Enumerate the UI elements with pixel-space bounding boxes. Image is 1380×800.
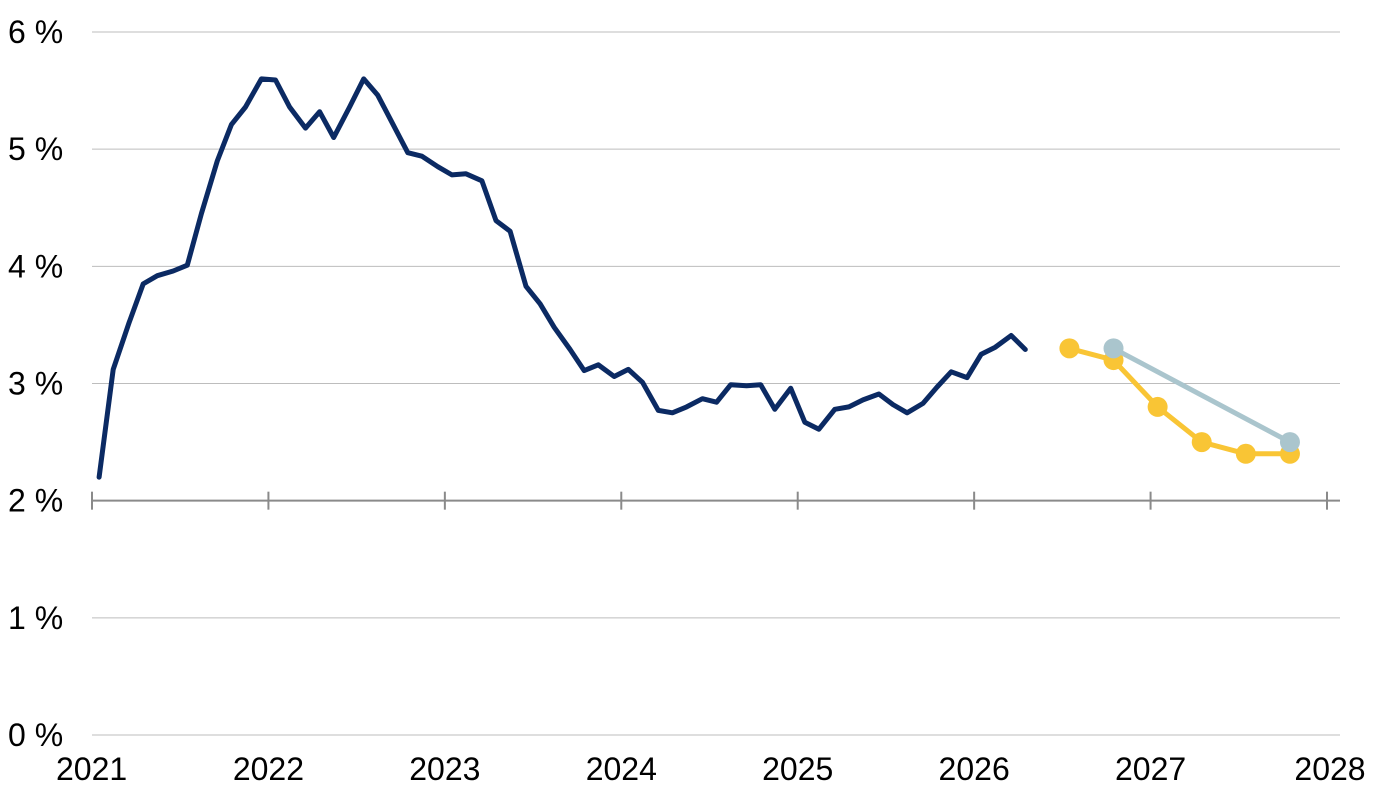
data-point [1059,338,1080,359]
series-line [96,76,1028,480]
x-tick-label: 2027 [1115,751,1186,787]
data-point [1235,443,1256,464]
x-tick-label: 2022 [233,751,304,787]
y-axis-tick-labels: 0 % 1 % 2 % 3 % 4 % 5 % 6 % [8,14,63,753]
data-point [1279,432,1300,453]
x-tick-label: 2026 [939,751,1010,787]
series-line [1111,345,1293,445]
y-tick-label: 1 % [8,600,63,636]
x-tick-label: 2023 [409,751,480,787]
series-2 [1059,338,1300,464]
data-point [1103,338,1124,359]
x-axis-tick-labels: 2021 2022 2023 2024 2025 2026 2027 2028 [56,751,1366,787]
x-tick-label: 2024 [586,751,657,787]
series-3 [1103,338,1300,453]
x-tick-label: 2025 [762,751,833,787]
y-tick-label: 2 % [8,483,63,519]
data-point [1147,396,1168,417]
y-tick-label: 0 % [8,717,63,753]
y-tick-label: 4 % [8,248,63,284]
y-tick-label: 5 % [8,131,63,167]
series-line [1066,345,1293,457]
series-1 [96,76,1028,480]
x-tick-label: 2028 [1294,751,1365,787]
y-tick-label: 3 % [8,366,63,402]
series-layer [96,76,1300,480]
x-axis [91,491,1340,510]
y-tick-label: 6 % [8,14,63,50]
gridlines [92,31,1340,736]
x-tick-label: 2021 [56,751,127,787]
data-point [1191,432,1212,453]
